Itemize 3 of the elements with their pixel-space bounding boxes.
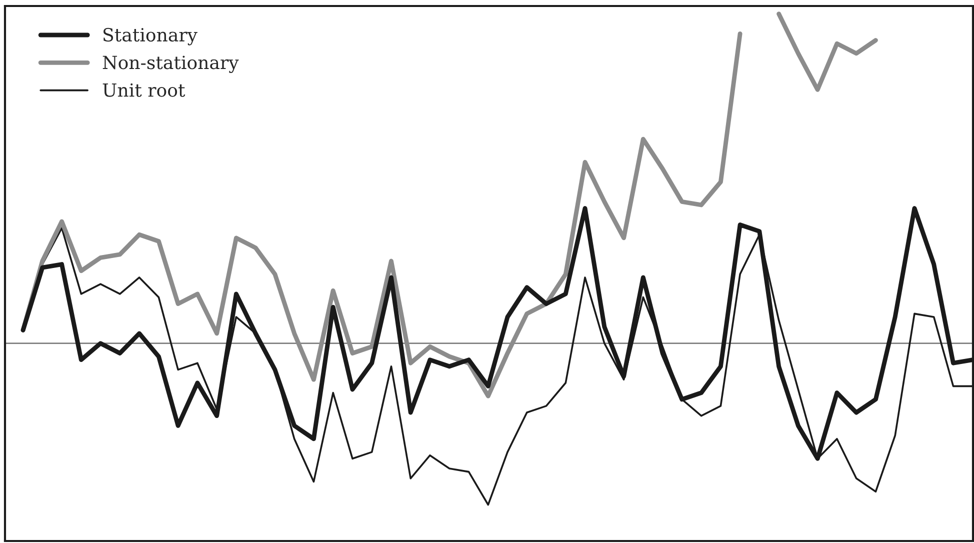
- legend-label: Stationary: [104, 28, 198, 46]
- legend-label: Unit root: [102, 83, 186, 97]
- legend-label: Non-stationary: [102, 56, 239, 73]
